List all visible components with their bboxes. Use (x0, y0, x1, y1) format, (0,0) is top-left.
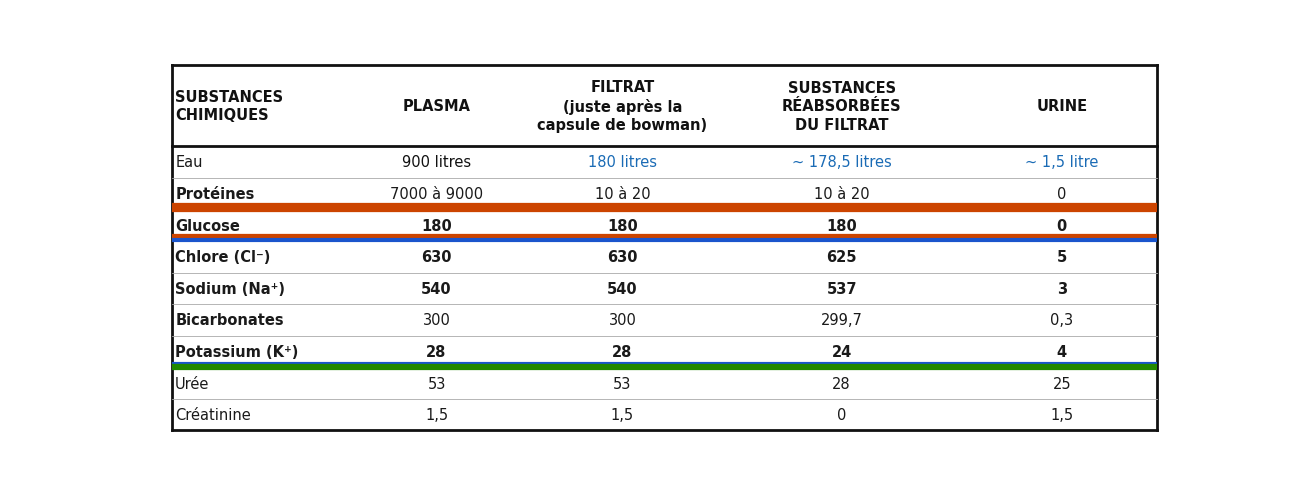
Text: 1,5: 1,5 (425, 407, 447, 422)
Text: 180: 180 (826, 218, 857, 233)
Text: 7000 à 9000: 7000 à 9000 (390, 187, 482, 202)
Text: 53: 53 (613, 376, 632, 391)
Text: Sodium (Na⁺): Sodium (Na⁺) (175, 281, 285, 296)
Text: 0: 0 (1057, 187, 1066, 202)
Text: 10 à 20: 10 à 20 (595, 187, 650, 202)
Text: Potassium (K⁺): Potassium (K⁺) (175, 344, 298, 359)
Text: Glucose: Glucose (175, 218, 240, 233)
Text: SUBSTANCES
RÉABSORBÉES
DU FILTRAT: SUBSTANCES RÉABSORBÉES DU FILTRAT (782, 81, 901, 133)
Text: SUBSTANCES
CHIMIQUES: SUBSTANCES CHIMIQUES (175, 90, 283, 123)
Text: 24: 24 (831, 344, 852, 359)
Text: FILTRAT
(juste après la
capsule de bowman): FILTRAT (juste après la capsule de bowma… (537, 80, 708, 133)
Text: Créatinine: Créatinine (175, 407, 250, 422)
Text: 4: 4 (1057, 344, 1067, 359)
Text: 180: 180 (422, 218, 451, 233)
Text: 0: 0 (1057, 218, 1067, 233)
Text: 900 litres: 900 litres (402, 155, 471, 170)
Text: Chlore (Cl⁻): Chlore (Cl⁻) (175, 250, 271, 264)
Text: 0: 0 (837, 407, 847, 422)
Text: 180 litres: 180 litres (588, 155, 658, 170)
Text: Protéines: Protéines (175, 187, 254, 202)
Text: 1,5: 1,5 (1051, 407, 1074, 422)
Text: 630: 630 (607, 250, 638, 264)
Text: 25: 25 (1052, 376, 1071, 391)
Text: 300: 300 (423, 313, 450, 328)
Text: ~ 1,5 litre: ~ 1,5 litre (1025, 155, 1099, 170)
Text: 299,7: 299,7 (821, 313, 863, 328)
Text: 625: 625 (826, 250, 857, 264)
Text: 540: 540 (607, 281, 638, 296)
Text: 5: 5 (1057, 250, 1067, 264)
Text: ~ 178,5 litres: ~ 178,5 litres (791, 155, 891, 170)
Text: 10 à 20: 10 à 20 (813, 187, 869, 202)
Text: Urée: Urée (175, 376, 210, 391)
Text: Eau: Eau (175, 155, 202, 170)
Text: 1,5: 1,5 (611, 407, 634, 422)
Text: 300: 300 (608, 313, 637, 328)
Text: 0,3: 0,3 (1051, 313, 1074, 328)
Text: 28: 28 (427, 344, 446, 359)
Text: 180: 180 (607, 218, 638, 233)
Text: 3: 3 (1057, 281, 1067, 296)
Text: Bicarbonates: Bicarbonates (175, 313, 284, 328)
Text: PLASMA: PLASMA (402, 99, 471, 114)
Text: 630: 630 (422, 250, 451, 264)
Text: 28: 28 (612, 344, 633, 359)
Text: 28: 28 (833, 376, 851, 391)
Text: 53: 53 (427, 376, 446, 391)
Text: 540: 540 (422, 281, 451, 296)
Text: URINE: URINE (1036, 99, 1087, 114)
Text: 537: 537 (826, 281, 857, 296)
